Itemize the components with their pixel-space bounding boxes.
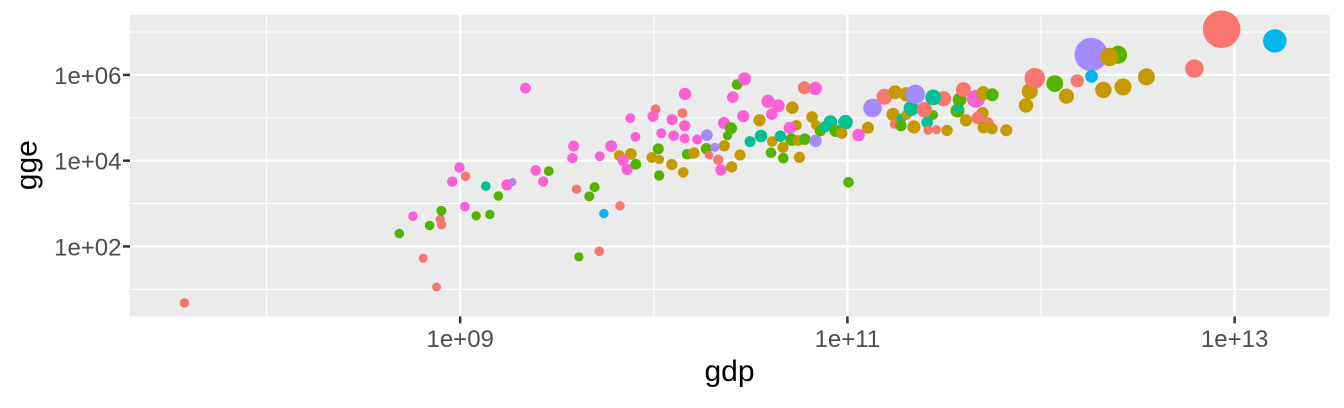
svg-text:1e+04: 1e+04 (54, 149, 121, 176)
svg-text:1e+13: 1e+13 (1201, 326, 1268, 353)
svg-text:1e+02: 1e+02 (54, 234, 121, 261)
svg-text:gdp: gdp (704, 355, 754, 388)
svg-text:gge: gge (11, 140, 44, 190)
svg-text:1e+09: 1e+09 (426, 326, 493, 353)
svg-text:1e+06: 1e+06 (54, 63, 121, 90)
svg-text:1e+11: 1e+11 (815, 326, 881, 353)
